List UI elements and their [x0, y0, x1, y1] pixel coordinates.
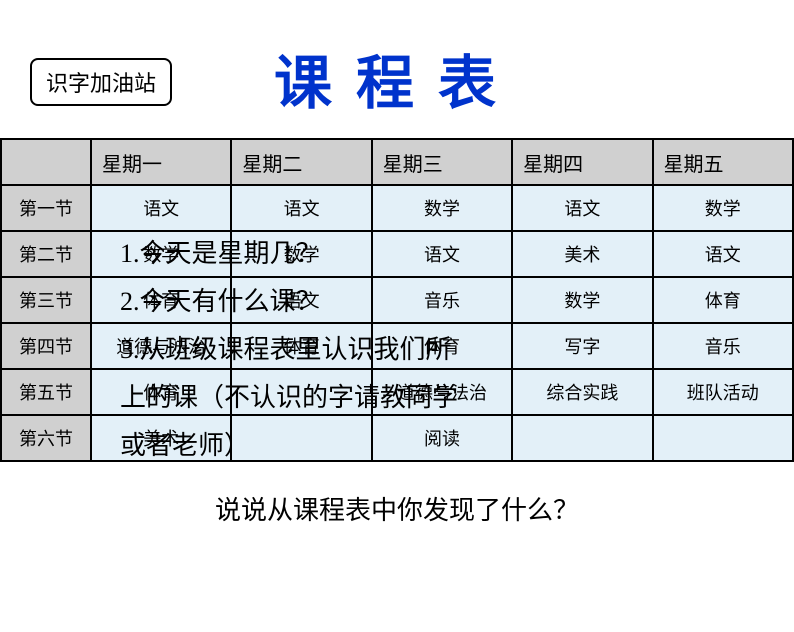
table-row: 第二节 数学 数学 语文 美术 语文 — [1, 231, 793, 277]
cell: 数学 — [231, 231, 371, 277]
col-header-tue: 星期二 — [231, 139, 371, 185]
cell: 语文 — [653, 231, 793, 277]
cell: 体育 — [372, 323, 512, 369]
row-header: 第三节 — [1, 277, 91, 323]
cell: 语文 — [512, 185, 652, 231]
cell: 道德与法治 — [91, 323, 231, 369]
cell: 音乐 — [372, 277, 512, 323]
cell: 体育 — [231, 323, 371, 369]
cell: 语文 — [231, 277, 371, 323]
cell: 班队活动 — [653, 369, 793, 415]
table-row: 第一节 语文 语文 数学 语文 数学 — [1, 185, 793, 231]
row-header: 第一节 — [1, 185, 91, 231]
row-header: 第六节 — [1, 415, 91, 461]
col-header-thu: 星期四 — [512, 139, 652, 185]
schedule-table: 星期一 星期二 星期三 星期四 星期五 第一节 语文 语文 数学 语文 数学 第… — [0, 138, 794, 462]
cell: 美术 — [512, 231, 652, 277]
row-header: 第四节 — [1, 323, 91, 369]
col-header-wed: 星期三 — [372, 139, 512, 185]
cell: 综合实践 — [512, 369, 652, 415]
cell: 写字 — [512, 323, 652, 369]
cell — [231, 369, 371, 415]
row-header: 第五节 — [1, 369, 91, 415]
cell: 音乐 — [653, 323, 793, 369]
footer-question: 说说从课程表中你发现了什么？ — [0, 490, 794, 527]
schedule-table-container: 星期一 星期二 星期三 星期四 星期五 第一节 语文 语文 数学 语文 数学 第… — [0, 138, 794, 462]
col-header-mon: 星期一 — [91, 139, 231, 185]
cell: 语文 — [91, 185, 231, 231]
cell: 语文 — [372, 231, 512, 277]
table-header-row: 星期一 星期二 星期三 星期四 星期五 — [1, 139, 793, 185]
col-header-fri: 星期五 — [653, 139, 793, 185]
cell: 数学 — [372, 185, 512, 231]
cell: 道德与法治 — [372, 369, 512, 415]
cell: 数学 — [653, 185, 793, 231]
cell: 数学 — [512, 277, 652, 323]
cell: 体育 — [653, 277, 793, 323]
cell: 语文 — [231, 185, 371, 231]
cell — [231, 415, 371, 461]
table-row: 第五节 体育 道德与法治 综合实践 班队活动 — [1, 369, 793, 415]
table-row: 第四节 道德与法治 体育 体育 写字 音乐 — [1, 323, 793, 369]
cell — [512, 415, 652, 461]
cell: 体育 — [91, 369, 231, 415]
cell: 体育 — [91, 277, 231, 323]
cell: 美术 — [91, 415, 231, 461]
row-header: 第二节 — [1, 231, 91, 277]
cell: 数学 — [91, 231, 231, 277]
badge-label: 识字加油站 — [30, 58, 172, 106]
table-row: 第六节 美术 阅读 — [1, 415, 793, 461]
col-header-blank — [1, 139, 91, 185]
cell: 阅读 — [372, 415, 512, 461]
table-row: 第三节 体育 语文 音乐 数学 体育 — [1, 277, 793, 323]
cell — [653, 415, 793, 461]
